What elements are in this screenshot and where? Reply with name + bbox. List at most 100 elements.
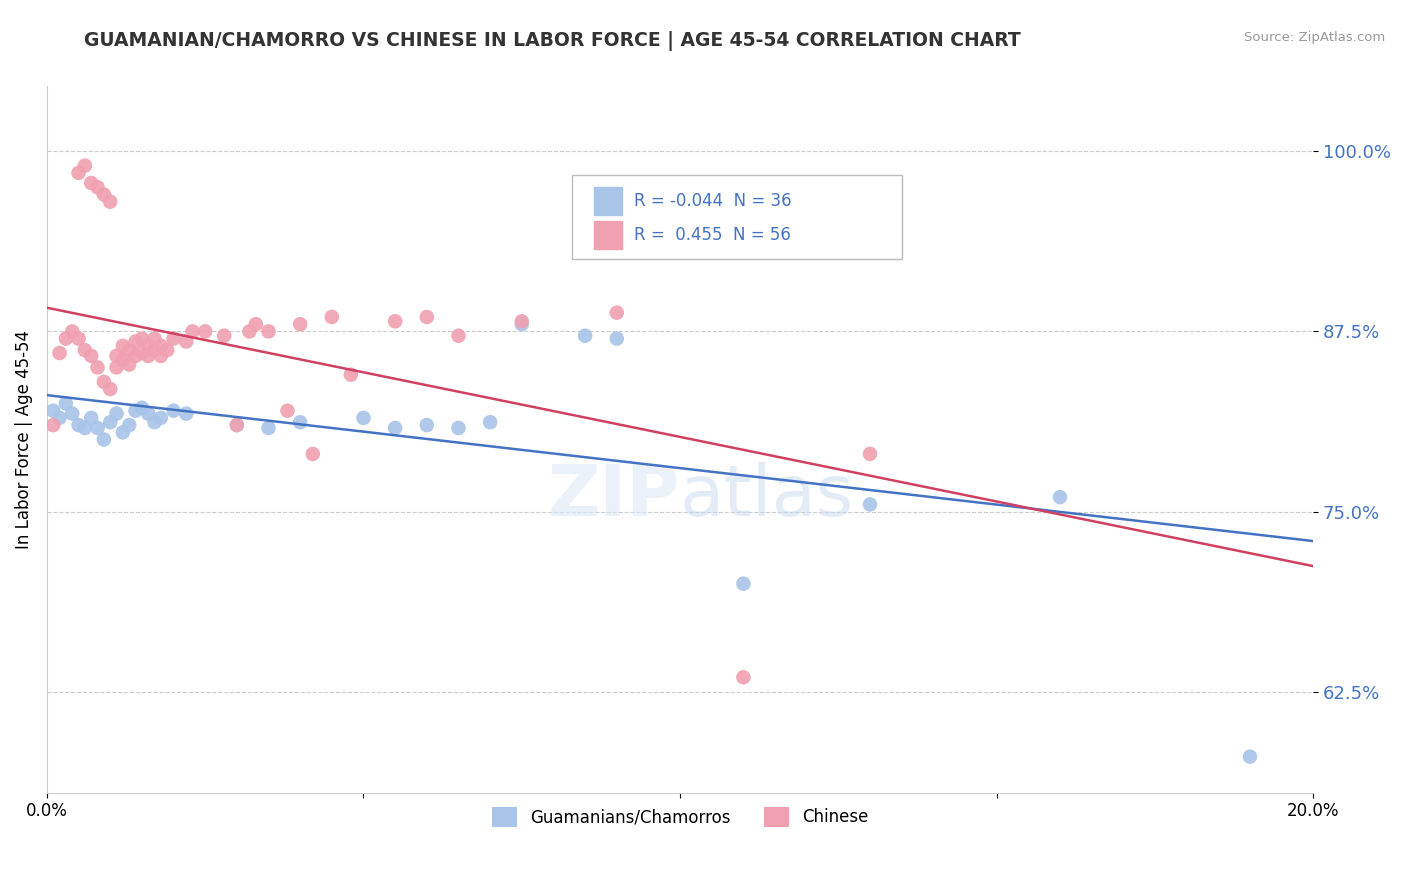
Text: Source: ZipAtlas.com: Source: ZipAtlas.com [1244,31,1385,45]
Point [131,401,153,415]
Y-axis label: In Labor Force | Age 45-54: In Labor Force | Age 45-54 [15,330,32,549]
Text: R =  0.455  N = 56: R = 0.455 N = 56 [634,226,792,244]
Point [733,576,755,591]
Point [257,325,280,339]
Point [93,375,115,389]
Point [105,407,128,421]
Point [136,349,159,363]
Point [859,497,882,511]
Point [194,325,217,339]
Point [143,343,166,358]
Point [859,447,882,461]
Point [276,403,298,417]
Point [149,410,172,425]
Point [124,334,146,349]
Point [131,332,153,346]
Point [669,245,692,260]
Point [93,433,115,447]
Point [447,328,470,343]
Point [447,421,470,435]
Point [384,314,406,328]
Point [67,332,90,346]
Point [131,346,153,360]
Point [384,421,406,435]
Point [124,349,146,363]
Point [93,187,115,202]
Point [67,418,90,433]
Point [416,418,439,433]
Point [73,159,96,173]
Point [174,407,197,421]
Point [353,410,375,425]
Point [149,339,172,353]
Point [42,418,65,433]
Point [80,176,103,190]
Point [225,418,247,433]
Point [118,358,141,372]
Point [111,425,134,440]
Point [80,410,103,425]
Point [105,360,128,375]
Point [136,407,159,421]
Text: atlas: atlas [681,461,855,531]
Bar [593,186,621,215]
Point [143,415,166,429]
Point [143,332,166,346]
Point [321,310,343,324]
Point [136,339,159,353]
Point [60,325,83,339]
Point [181,325,204,339]
Point [80,349,103,363]
Point [301,447,323,461]
Point [118,343,141,358]
Point [162,403,184,417]
Point [245,317,267,331]
Point [48,346,70,360]
Point [55,332,77,346]
Point [479,415,502,429]
Point [67,166,90,180]
Point [105,349,128,363]
Point [257,421,280,435]
Text: ZIP: ZIP [548,461,681,531]
Legend: Guamanians/Chamorros, Chinese: Guamanians/Chamorros, Chinese [485,800,875,834]
Point [340,368,363,382]
Point [156,343,179,358]
Point [149,349,172,363]
Point [212,328,235,343]
Point [60,407,83,421]
Point [73,343,96,358]
Point [606,332,628,346]
Point [98,382,121,396]
Point [42,403,65,417]
Point [73,421,96,435]
Point [416,310,439,324]
Point [238,325,260,339]
Point [55,396,77,410]
Point [111,353,134,368]
Point [1239,749,1261,764]
Point [86,360,108,375]
Point [124,403,146,417]
Point [733,670,755,684]
Text: GUAMANIAN/CHAMORRO VS CHINESE IN LABOR FORCE | AGE 45-54 CORRELATION CHART: GUAMANIAN/CHAMORRO VS CHINESE IN LABOR F… [84,31,1021,51]
Point [86,180,108,194]
Bar [593,220,621,249]
Point [574,328,596,343]
Point [111,339,134,353]
Point [162,332,184,346]
FancyBboxPatch shape [572,175,901,260]
Text: R = -0.044  N = 36: R = -0.044 N = 36 [634,192,792,210]
Point [225,418,247,433]
Point [98,415,121,429]
Point [288,317,311,331]
Point [98,194,121,209]
Point [288,415,311,429]
Point [606,306,628,320]
Point [510,314,533,328]
Point [86,421,108,435]
Point [174,334,197,349]
Point [48,410,70,425]
Point [118,418,141,433]
Point [1049,490,1071,504]
